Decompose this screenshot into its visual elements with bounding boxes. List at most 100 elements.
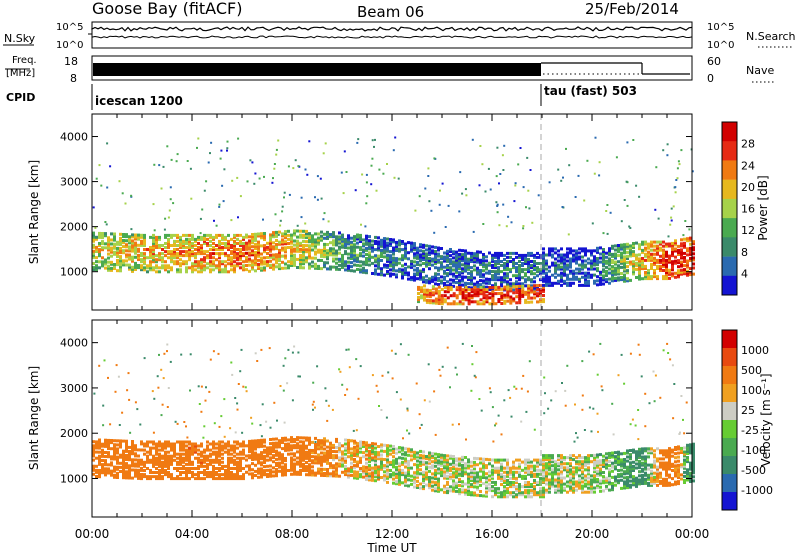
echo-cell (170, 460, 173, 464)
echo-cell (560, 460, 563, 464)
echo-cell (275, 443, 278, 447)
echo-cell (254, 255, 257, 259)
echo-cell (680, 270, 683, 274)
echo-cell (531, 221, 534, 224)
echo-cell (377, 467, 380, 471)
echo-cell (131, 243, 134, 247)
echo-cell (158, 473, 161, 477)
echo-cell (638, 271, 641, 275)
echo-cell (506, 489, 509, 493)
echo-cell (500, 474, 503, 478)
echo-cell (434, 291, 438, 295)
echo-cell (641, 277, 644, 281)
echo-cell (440, 247, 443, 250)
echo-cell (563, 263, 566, 267)
echo-cell (470, 258, 473, 261)
echo-cell (527, 189, 530, 192)
echo-cell (692, 272, 695, 276)
echo-cell (560, 472, 563, 476)
echo-cell (496, 146, 499, 149)
echo-cell (281, 471, 284, 475)
echo-cell (146, 467, 149, 470)
echo-cell (130, 228, 133, 231)
echo-cell (431, 291, 435, 295)
echo-cell (173, 448, 176, 452)
echo-cell (137, 448, 140, 452)
echo-cell (125, 263, 128, 267)
echo-cell (170, 448, 173, 452)
echo-cell (380, 238, 383, 242)
echo-cell (449, 258, 452, 262)
echo-cell (440, 263, 443, 267)
echo-cell (338, 235, 341, 239)
echo-cell (377, 457, 380, 461)
echo-cell (167, 252, 170, 256)
echo-cell (173, 467, 176, 470)
echo-cell (344, 460, 347, 464)
echo-cell (227, 467, 230, 470)
echo-cell (458, 461, 461, 465)
echo-cell (242, 477, 245, 481)
echo-cell (632, 250, 635, 254)
echo-cell (329, 233, 332, 236)
echo-cell (533, 481, 536, 484)
echo-cell (353, 445, 356, 449)
echo-cell (284, 230, 287, 234)
echo-cell (275, 153, 278, 156)
echo-cell (320, 234, 323, 238)
echo-cell (566, 466, 569, 470)
echo-cell (548, 460, 551, 464)
echo-cell (638, 257, 641, 261)
echo-cell (683, 260, 686, 263)
echo-cell (272, 441, 275, 445)
echo-cell (464, 490, 467, 494)
echo-cell (317, 236, 320, 240)
echo-cell (224, 266, 227, 270)
echo-cell (221, 262, 224, 266)
echo-cell (461, 298, 465, 302)
echo-cell (164, 246, 167, 249)
echo-cell (413, 471, 416, 475)
echo-cell (563, 267, 566, 271)
echo-cell (449, 302, 453, 306)
echo-cell (599, 282, 602, 286)
echo-cell (110, 248, 113, 252)
echo-cell (383, 449, 386, 453)
echo-cell (173, 244, 176, 247)
echo-cell (146, 456, 149, 460)
echo-cell (230, 237, 233, 241)
echo-cell (419, 257, 422, 261)
echo-cell (237, 137, 240, 140)
echo-cell (479, 273, 482, 276)
echo-cell (155, 467, 158, 470)
echo-cell (668, 244, 671, 248)
echo-cell (530, 489, 533, 493)
echo-cell (620, 243, 623, 247)
echo-cell (626, 265, 629, 269)
echo-cell (305, 469, 308, 473)
echo-cell (431, 293, 435, 297)
echo-cell (242, 444, 245, 448)
echo-cell (362, 248, 365, 252)
echo-cell (323, 437, 326, 441)
echo-cell (356, 474, 359, 478)
echo-cell (458, 473, 461, 477)
echo-cell (197, 242, 200, 245)
echo-cell (512, 264, 515, 267)
echo-cell (551, 464, 554, 468)
echo-cell (218, 448, 221, 452)
echo-cell (392, 471, 395, 475)
echo-cell (233, 239, 236, 243)
echo-cell (500, 302, 504, 305)
echo-cell (354, 189, 357, 192)
echo-cell (497, 491, 500, 495)
echo-cell (239, 456, 242, 460)
echo-cell (404, 270, 407, 274)
echo-cell (131, 476, 134, 480)
echo-cell (353, 454, 356, 457)
echo-cell (537, 194, 540, 197)
echo-cell (92, 235, 95, 239)
echo-cell (449, 266, 452, 270)
echo-cell (440, 453, 443, 457)
echo-cell (281, 457, 284, 461)
